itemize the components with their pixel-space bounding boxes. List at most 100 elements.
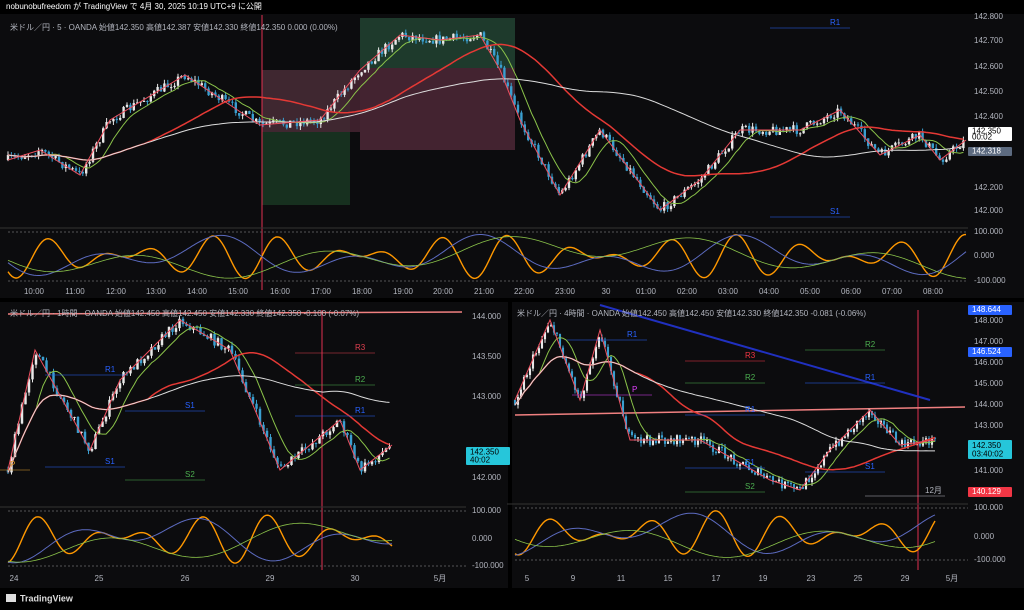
candle [34,355,38,365]
moving-average [7,375,390,473]
candle [849,429,853,433]
candle [633,435,637,439]
price-label: 147.000 [974,337,1003,346]
candle [408,37,411,41]
time-label: 15 [664,574,673,583]
candle [336,93,339,100]
level-label: S1 [105,457,115,466]
candle [837,440,841,446]
time-label: 02:00 [677,287,698,296]
candle [531,354,535,369]
candle [654,440,658,443]
level-label: R3 [745,351,756,360]
candle [748,125,751,133]
candle [374,61,377,64]
candle [486,40,489,50]
candle [948,151,951,160]
price-label: 142.500 [974,87,1003,96]
candle [237,358,241,371]
candle [636,437,640,439]
zigzag [514,318,936,491]
candle [714,451,718,454]
candle [935,148,938,156]
candle [693,436,697,445]
candle [581,154,584,165]
candle [921,131,924,141]
candle [632,168,635,178]
candle [108,121,112,123]
osc-label: 0.000 [974,532,995,541]
candle [183,76,186,79]
candle [778,129,781,135]
candle [630,431,634,436]
candle [476,35,479,39]
candle [20,157,23,159]
price-badge [968,440,1012,459]
candle [843,113,846,119]
candle [318,436,321,444]
candle [363,69,367,73]
candle [544,164,547,166]
candle [309,119,312,121]
candle [724,151,727,154]
candle [431,40,435,44]
candle [146,355,150,359]
candle [157,345,160,350]
candle [928,143,931,147]
level-label: R1 [627,330,638,339]
candle [204,83,207,89]
candle [340,93,343,95]
candle [370,61,373,64]
candle [863,129,866,139]
candle [731,135,734,149]
candle [927,438,931,445]
candle [54,155,57,159]
candle [897,142,900,144]
candle [24,392,27,405]
candle [312,120,316,123]
candle [777,479,781,482]
candle [251,114,254,122]
candle [798,487,802,489]
candle [286,464,290,467]
time-label: 9 [571,574,576,583]
candle [380,49,384,54]
candle [930,437,934,445]
candle [214,92,217,96]
candle [807,478,811,483]
candle [853,124,856,126]
time-label: 10:00 [24,287,45,296]
time-label: 26 [181,574,190,583]
candle [822,455,826,466]
time-label: 17 [712,574,721,583]
price-label: 144.000 [974,400,1003,409]
candle [411,35,414,41]
candle [153,347,157,350]
candle [608,134,611,141]
candle [94,434,97,450]
candle [102,128,105,143]
candle [703,175,707,178]
candle [702,436,706,441]
candle [333,99,336,109]
candle [762,473,766,478]
candle [876,420,880,424]
candle [765,131,768,135]
candle [80,431,83,433]
candle [891,430,895,432]
time-label: 16:00 [270,287,291,296]
candle [855,420,859,429]
candle [414,35,418,41]
candle [122,106,125,118]
candle [804,478,808,489]
candle [805,122,809,128]
candle [945,159,948,162]
oscillator-line [7,522,393,563]
candle [81,171,84,174]
candle [904,144,907,146]
badge-price: 142.350 [470,448,499,457]
candle [887,150,890,156]
candle [62,397,66,403]
candle [374,461,377,463]
time-label: 21:00 [474,287,495,296]
